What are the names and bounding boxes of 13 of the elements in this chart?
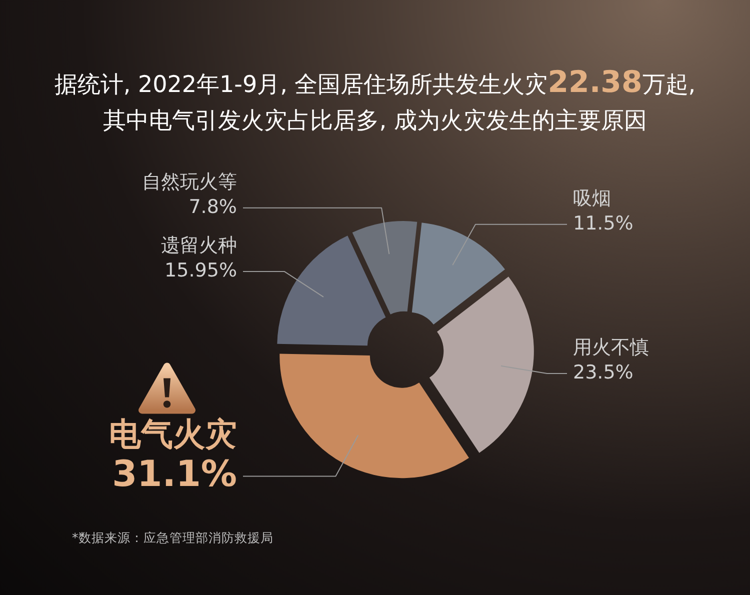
- data-label: 31.1%: [112, 454, 237, 496]
- data-label: 11.5%: [573, 212, 634, 235]
- slice-label: 用火不慎: [573, 336, 649, 359]
- slice-label: 自然玩火等: [142, 171, 237, 194]
- data-label: 15.95%: [164, 260, 237, 282]
- slice-label: 遗留火种: [161, 234, 237, 257]
- chart-subtitle: 其中电气引发火灾占比居多, 成为火灾发生的主要原因: [103, 108, 647, 134]
- text: *数据来源：应急管理部消防救援局: [72, 530, 274, 545]
- legend-label: 电气火灾: [109, 414, 237, 453]
- data-label: 7.8%: [188, 196, 237, 218]
- data-label: 23.5%: [573, 362, 634, 384]
- chart-title: 据统计, 2022年1-9月, 全国居住场所共发生火灾22.38万起,: [54, 65, 696, 100]
- slice-label: 吸烟: [573, 188, 611, 210]
